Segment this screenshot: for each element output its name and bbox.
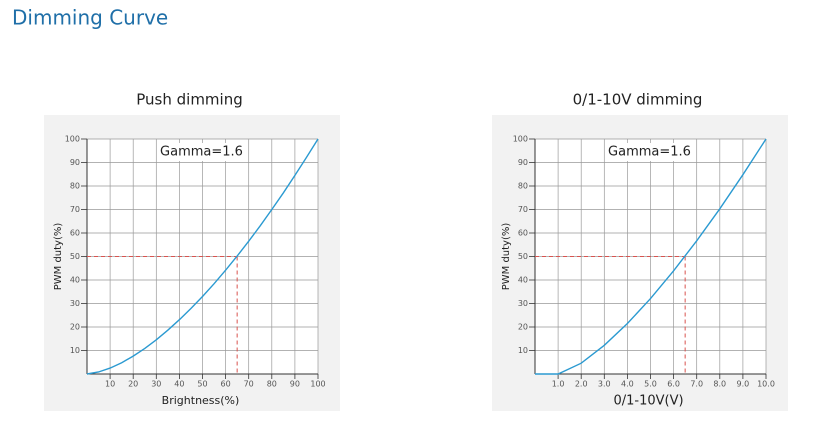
x-tick-label: 7.0	[690, 380, 703, 389]
x-tick-label: 4.0	[621, 380, 634, 389]
annotation: Gamma=1.6	[608, 145, 691, 160]
annotation: Gamma=1.6	[160, 145, 243, 160]
x-tick-label: 3.0	[598, 380, 611, 389]
y-tick-label: 50	[518, 252, 528, 261]
x-tick-label: 60	[221, 380, 231, 389]
x-tick-label: 1.0	[552, 380, 565, 389]
y-tick-label: 90	[70, 158, 80, 167]
y-tick-label: 60	[70, 229, 80, 238]
x-axis-label: Brightness(%)	[162, 394, 240, 407]
chart-title: Push dimming	[136, 91, 243, 109]
y-tick-label: 50	[70, 252, 80, 261]
chart-title: 0/1-10V dimming	[573, 91, 703, 109]
y-tick-label: 40	[70, 276, 80, 285]
x-tick-label: 90	[290, 380, 300, 389]
x-tick-label: 30	[151, 380, 161, 389]
y-tick-label: 20	[518, 323, 528, 332]
x-tick-label: 10.0	[757, 380, 775, 389]
y-tick-label: 40	[518, 276, 528, 285]
y-axis-label: PWM duty(%)	[53, 223, 64, 291]
x-tick-label: 8.0	[713, 380, 726, 389]
y-tick-label: 20	[70, 323, 80, 332]
y-tick-label: 70	[70, 205, 80, 214]
y-axis-label: PWM duty(%)	[501, 223, 512, 291]
y-tick-label: 60	[518, 229, 528, 238]
x-tick-label: 100	[310, 380, 325, 389]
x-axis-label: 0/1-10V(V)	[613, 394, 683, 409]
y-tick-label: 10	[70, 346, 80, 355]
y-tick-label: 30	[518, 299, 528, 308]
y-tick-label: 10	[518, 346, 528, 355]
curve	[86, 138, 319, 375]
y-tick-label: 80	[518, 182, 528, 191]
x-tick-label: 10	[105, 380, 115, 389]
x-tick-label: 2.0	[575, 380, 588, 389]
y-tick-label: 30	[70, 299, 80, 308]
x-tick-label: 70	[244, 380, 254, 389]
annotation-bg	[606, 143, 695, 161]
page-title: Dimming Curve	[12, 6, 168, 30]
y-tick-label: 80	[70, 182, 80, 191]
curve	[535, 138, 767, 375]
x-tick-label: 40	[174, 380, 184, 389]
annotation-bg	[158, 143, 247, 161]
y-tick-label: 100	[65, 135, 80, 144]
y-tick-label: 70	[518, 205, 528, 214]
x-tick-label: 80	[267, 380, 277, 389]
x-tick-label: 6.0	[667, 380, 680, 389]
x-tick-label: 50	[197, 380, 207, 389]
x-tick-label: 9.0	[737, 380, 750, 389]
y-tick-label: 90	[518, 158, 528, 167]
y-tick-label: 100	[513, 135, 528, 144]
x-tick-label: 5.0	[644, 380, 657, 389]
x-tick-label: 20	[128, 380, 138, 389]
